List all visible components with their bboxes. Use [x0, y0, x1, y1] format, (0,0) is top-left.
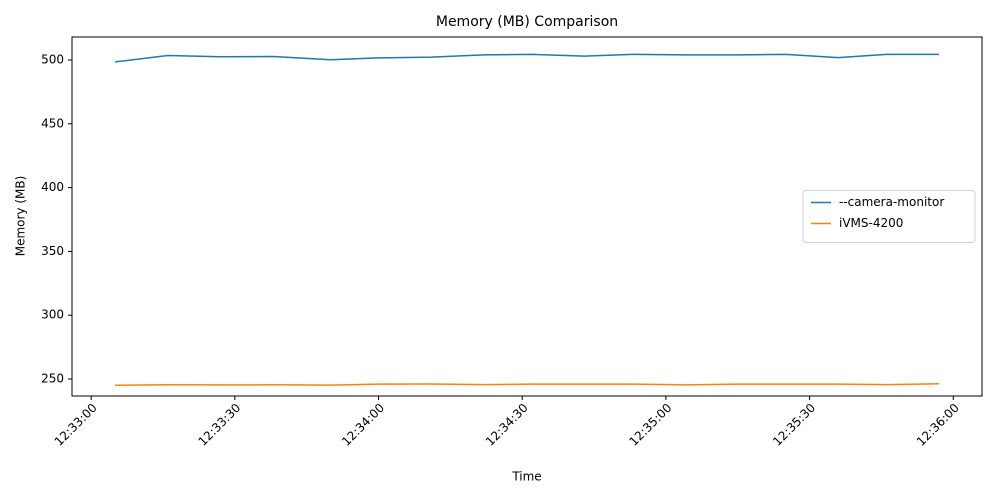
plot-frame [71, 36, 983, 397]
y-tick-label: 450 [41, 116, 64, 130]
y-tick-label: 300 [41, 308, 64, 322]
x-tick-label: 12:35:30 [770, 401, 818, 449]
x-axis-label: Time [511, 470, 541, 484]
x-tick-label: 12:36:00 [914, 401, 962, 449]
y-tick-label: 500 [41, 52, 64, 66]
y-tick-label: 350 [41, 244, 64, 258]
y-axis-label: Memory (MB) [14, 176, 28, 257]
line-series [115, 53, 939, 63]
x-tick-label: 12:33:00 [52, 401, 100, 449]
x-tick-label: 12:34:00 [339, 401, 387, 449]
y-tick-label: 250 [41, 372, 64, 386]
line-series [115, 382, 939, 387]
x-tick-label: 12:34:30 [483, 401, 531, 449]
legend-label: --camera-monitor [839, 195, 944, 209]
legend-box [802, 190, 976, 243]
x-tick-label: 12:35:00 [626, 401, 674, 449]
x-tick-label: 12:33:30 [195, 401, 243, 449]
chart-title: Memory (MB) Comparison [436, 14, 618, 30]
legend-label: iVMS-4200 [839, 216, 903, 230]
y-tick-label: 400 [41, 180, 64, 194]
